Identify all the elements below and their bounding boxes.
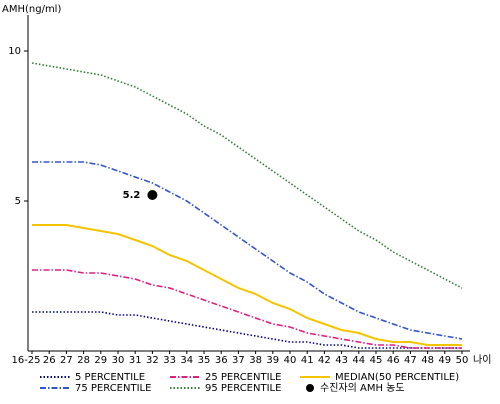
x-axis-label: 나이 — [473, 354, 491, 366]
x-tick-label: 31 — [129, 355, 142, 366]
x-tick-label: 43 — [335, 355, 348, 366]
patient-point — [147, 190, 158, 200]
x-tick-label: 29 — [94, 355, 107, 366]
x-tick-label: 48 — [421, 355, 434, 366]
x-tick-label: 32 — [146, 355, 159, 366]
legend-label: MEDIAN(50 PERCENTILE) — [335, 372, 459, 383]
y-tick-label: 5 — [15, 196, 21, 207]
legend-marker — [306, 384, 314, 392]
legend-label: 5 PERCENTILE — [75, 372, 145, 383]
x-tick-label: 47 — [404, 355, 417, 366]
x-tick-label: 38 — [249, 355, 262, 366]
x-tick-label: 41 — [301, 355, 314, 366]
x-tick-label: 44 — [352, 355, 365, 366]
x-tick-label: 33 — [163, 355, 176, 366]
x-tick-label: 34 — [180, 355, 193, 366]
x-tick-label: 49 — [438, 355, 451, 366]
x-tick-label: 42 — [318, 355, 331, 366]
x-tick-label: 36 — [215, 355, 228, 366]
x-tick-label: 46 — [387, 355, 400, 366]
series-line — [32, 161, 463, 340]
x-tick-label: 39 — [266, 355, 279, 366]
series-line — [32, 311, 462, 349]
x-tick-label: 30 — [112, 355, 125, 366]
x-tick-label: 27 — [60, 355, 73, 366]
x-tick-label: 40 — [284, 355, 297, 366]
series-line — [32, 269, 462, 349]
x-tick-label: 37 — [232, 355, 245, 366]
x-tick-label: 45 — [370, 355, 383, 366]
legend-label: 95 PERCENTILE — [205, 383, 281, 394]
legend-label: 25 PERCENTILE — [205, 372, 281, 383]
x-tick-label: 26 — [43, 355, 56, 366]
x-tick-label: 16-25 — [11, 355, 40, 366]
series-line — [32, 224, 462, 346]
y-axis-label: AMH(ng/ml) — [2, 4, 61, 15]
patient-value-label: 5.2 — [123, 190, 141, 201]
y-tick-label: 10 — [8, 46, 21, 57]
legend-label: 75 PERCENTILE — [75, 383, 151, 394]
x-tick-label: 28 — [77, 355, 90, 366]
series-line — [31, 62, 463, 289]
x-tick-label: 35 — [198, 355, 211, 366]
x-tick-label: 50 — [456, 355, 469, 366]
legend-label: 수진자의 AMH 농도 — [320, 382, 405, 394]
